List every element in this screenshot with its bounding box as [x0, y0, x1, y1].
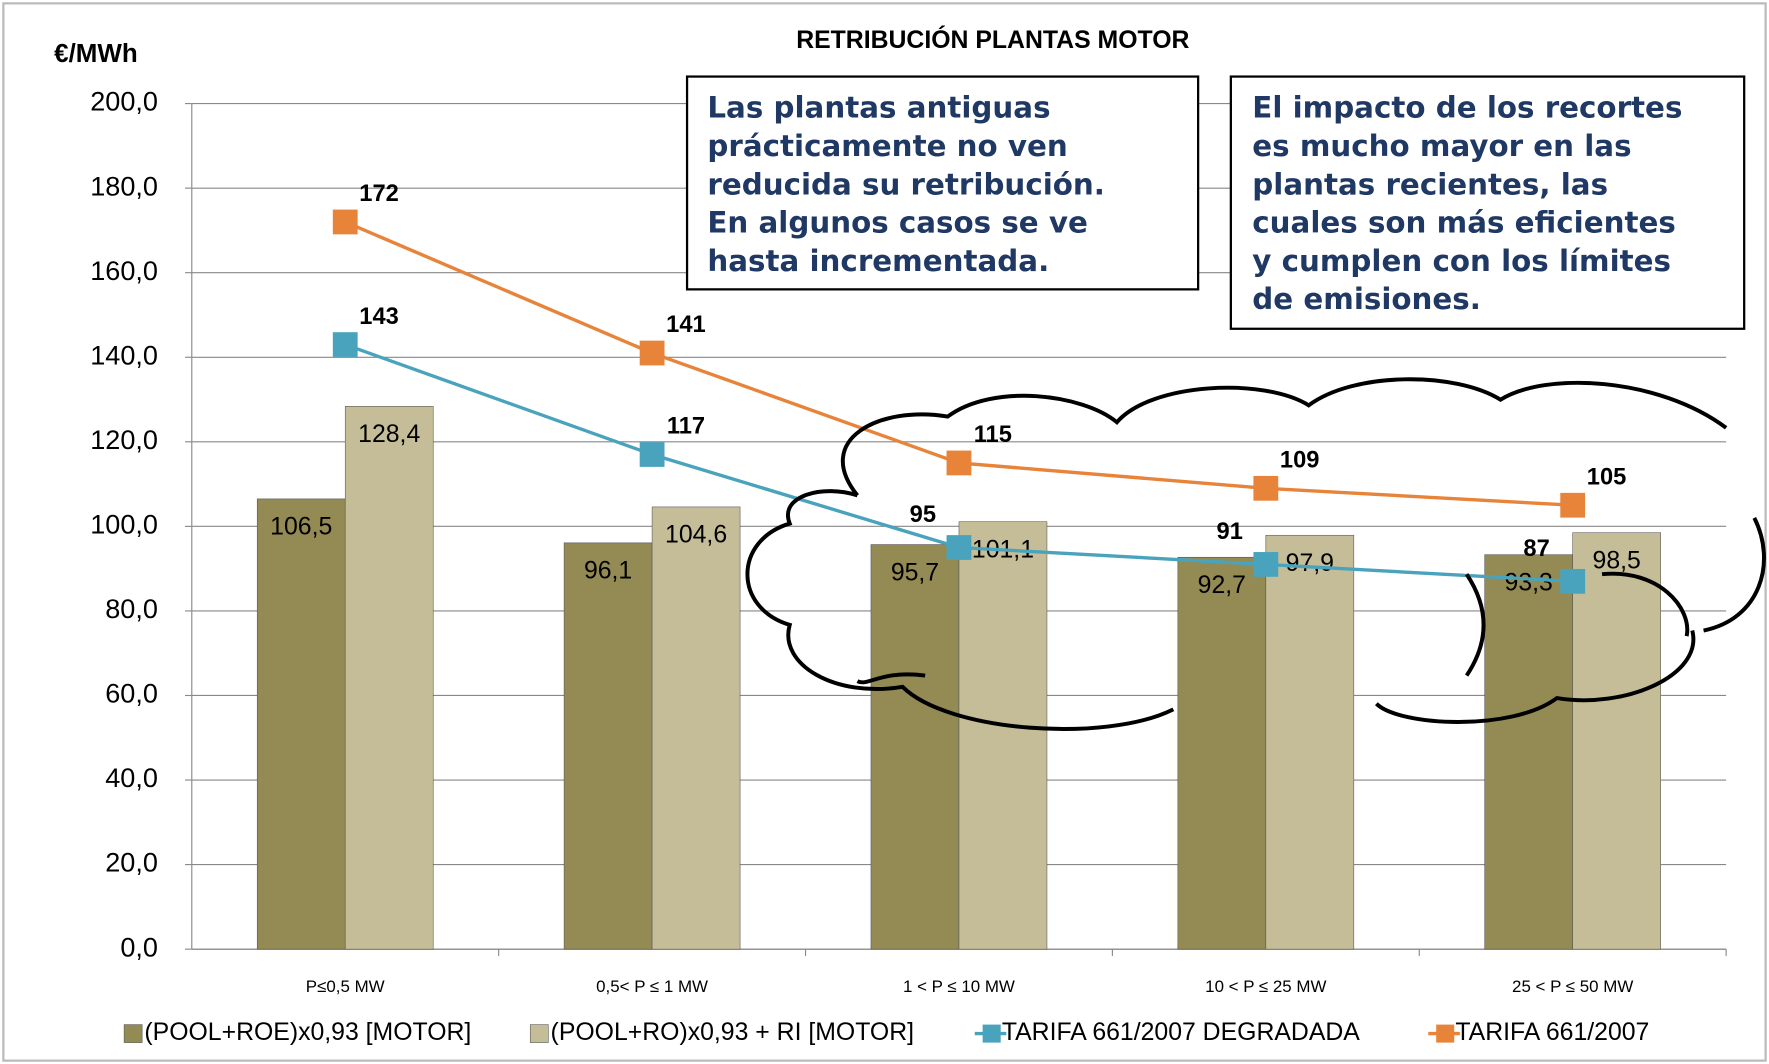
legend-label: TARIFA 661/2007: [1455, 1019, 1649, 1046]
bar: [1572, 532, 1661, 950]
y-axis-label: €/MWh: [54, 40, 138, 68]
marker: [639, 340, 665, 366]
bar: [344, 406, 434, 950]
data-label: 95,7: [891, 559, 939, 586]
legend-label: (POOL+RO)x0,93 + RI [MOTOR]: [551, 1019, 914, 1046]
annotation-text: y cumplen con los límites: [1252, 244, 1671, 278]
marker: [639, 442, 665, 467]
data-label: 141: [666, 312, 706, 338]
y-tick-label: 20,0: [105, 848, 158, 878]
y-tick-label: 0,0: [120, 932, 158, 962]
marker: [946, 450, 972, 476]
data-label: 106,5: [270, 514, 332, 541]
data-label: 105: [1587, 464, 1627, 490]
legend-label: (POOL+ROE)x0,93 [MOTOR]: [144, 1019, 471, 1046]
bar: [958, 521, 1048, 950]
bar: [563, 542, 653, 950]
marker: [332, 209, 358, 235]
y-tick-label: 160,0: [90, 256, 158, 286]
bar: [1177, 556, 1267, 950]
cloud: [745, 377, 1766, 731]
annotation-text: hasta incrementada.: [707, 244, 1049, 278]
legend-label: TARIFA 661/2007 DEGRADADA: [1002, 1019, 1360, 1046]
marker: [1560, 568, 1586, 594]
annotation-text: de emisiones.: [1252, 282, 1481, 316]
data-label: 115: [974, 422, 1012, 448]
y-tick-label: 120,0: [90, 425, 158, 455]
annotation-text: es mucho mayor en las: [1252, 129, 1631, 163]
annotation-text: plantas recientes, las: [1252, 167, 1608, 201]
y-tick-label: 180,0: [90, 171, 158, 201]
data-label: 93,3: [1505, 570, 1553, 597]
annotation-box: [685, 75, 1200, 291]
annotation-text: reducida su retribución.: [707, 167, 1105, 201]
data-label: 95: [910, 502, 936, 528]
legend-marker: [982, 1024, 1001, 1043]
bar: [256, 498, 346, 950]
y-tick-label: 80,0: [105, 594, 158, 624]
bar: [1265, 534, 1355, 950]
data-label: 92,7: [1198, 572, 1246, 599]
data-label: 109: [1280, 448, 1320, 474]
bar: [870, 544, 960, 950]
y-tick-label: 100,0: [90, 510, 158, 540]
legend-swatch: [529, 1024, 549, 1043]
data-label: 91: [1217, 519, 1243, 545]
x-tick-label: 10 < P ≤ 25 MW: [1205, 977, 1326, 996]
data-label: 143: [359, 304, 399, 330]
annotation-text: En algunos casos se ve: [707, 206, 1088, 240]
data-label: 98,5: [1593, 548, 1641, 575]
chart-title: RETRIBUCIÓN PLANTAS MOTOR: [796, 26, 1189, 54]
data-label: 87: [1523, 536, 1549, 562]
y-tick-label: 60,0: [105, 679, 158, 709]
data-label: 104,6: [665, 522, 727, 549]
marker: [946, 535, 972, 560]
data-label: 128,4: [358, 421, 420, 448]
annotation-text: Las plantas antiguas: [707, 91, 1050, 125]
marker: [332, 332, 358, 357]
legend-swatch: [123, 1024, 143, 1043]
x-tick-label: 25 < P ≤ 50 MW: [1512, 977, 1633, 996]
marker: [1560, 492, 1586, 518]
y-tick-label: 40,0: [105, 763, 158, 793]
annotation-text: prácticamente no ven: [707, 129, 1067, 163]
annotation-text: El impacto de los recortes: [1252, 91, 1682, 125]
bar: [1484, 554, 1573, 950]
legend-marker: [1436, 1024, 1455, 1043]
y-tick-label: 140,0: [90, 340, 158, 370]
annotation-text: cuales son más eficientes: [1252, 206, 1676, 240]
marker: [1253, 552, 1279, 577]
data-label: 172: [359, 181, 399, 207]
data-label: 96,1: [584, 558, 632, 585]
marker: [1253, 475, 1279, 501]
x-tick-label: 1 < P ≤ 10 MW: [903, 977, 1015, 996]
data-label: 97,9: [1286, 550, 1334, 577]
bar: [651, 506, 741, 950]
annotation-box: [1229, 75, 1746, 330]
x-tick-label: P≤0,5 MW: [306, 977, 385, 996]
x-tick-label: 0,5< P ≤ 1 MW: [596, 977, 708, 996]
y-tick-label: 200,0: [90, 87, 158, 117]
data-label: 117: [667, 414, 705, 440]
